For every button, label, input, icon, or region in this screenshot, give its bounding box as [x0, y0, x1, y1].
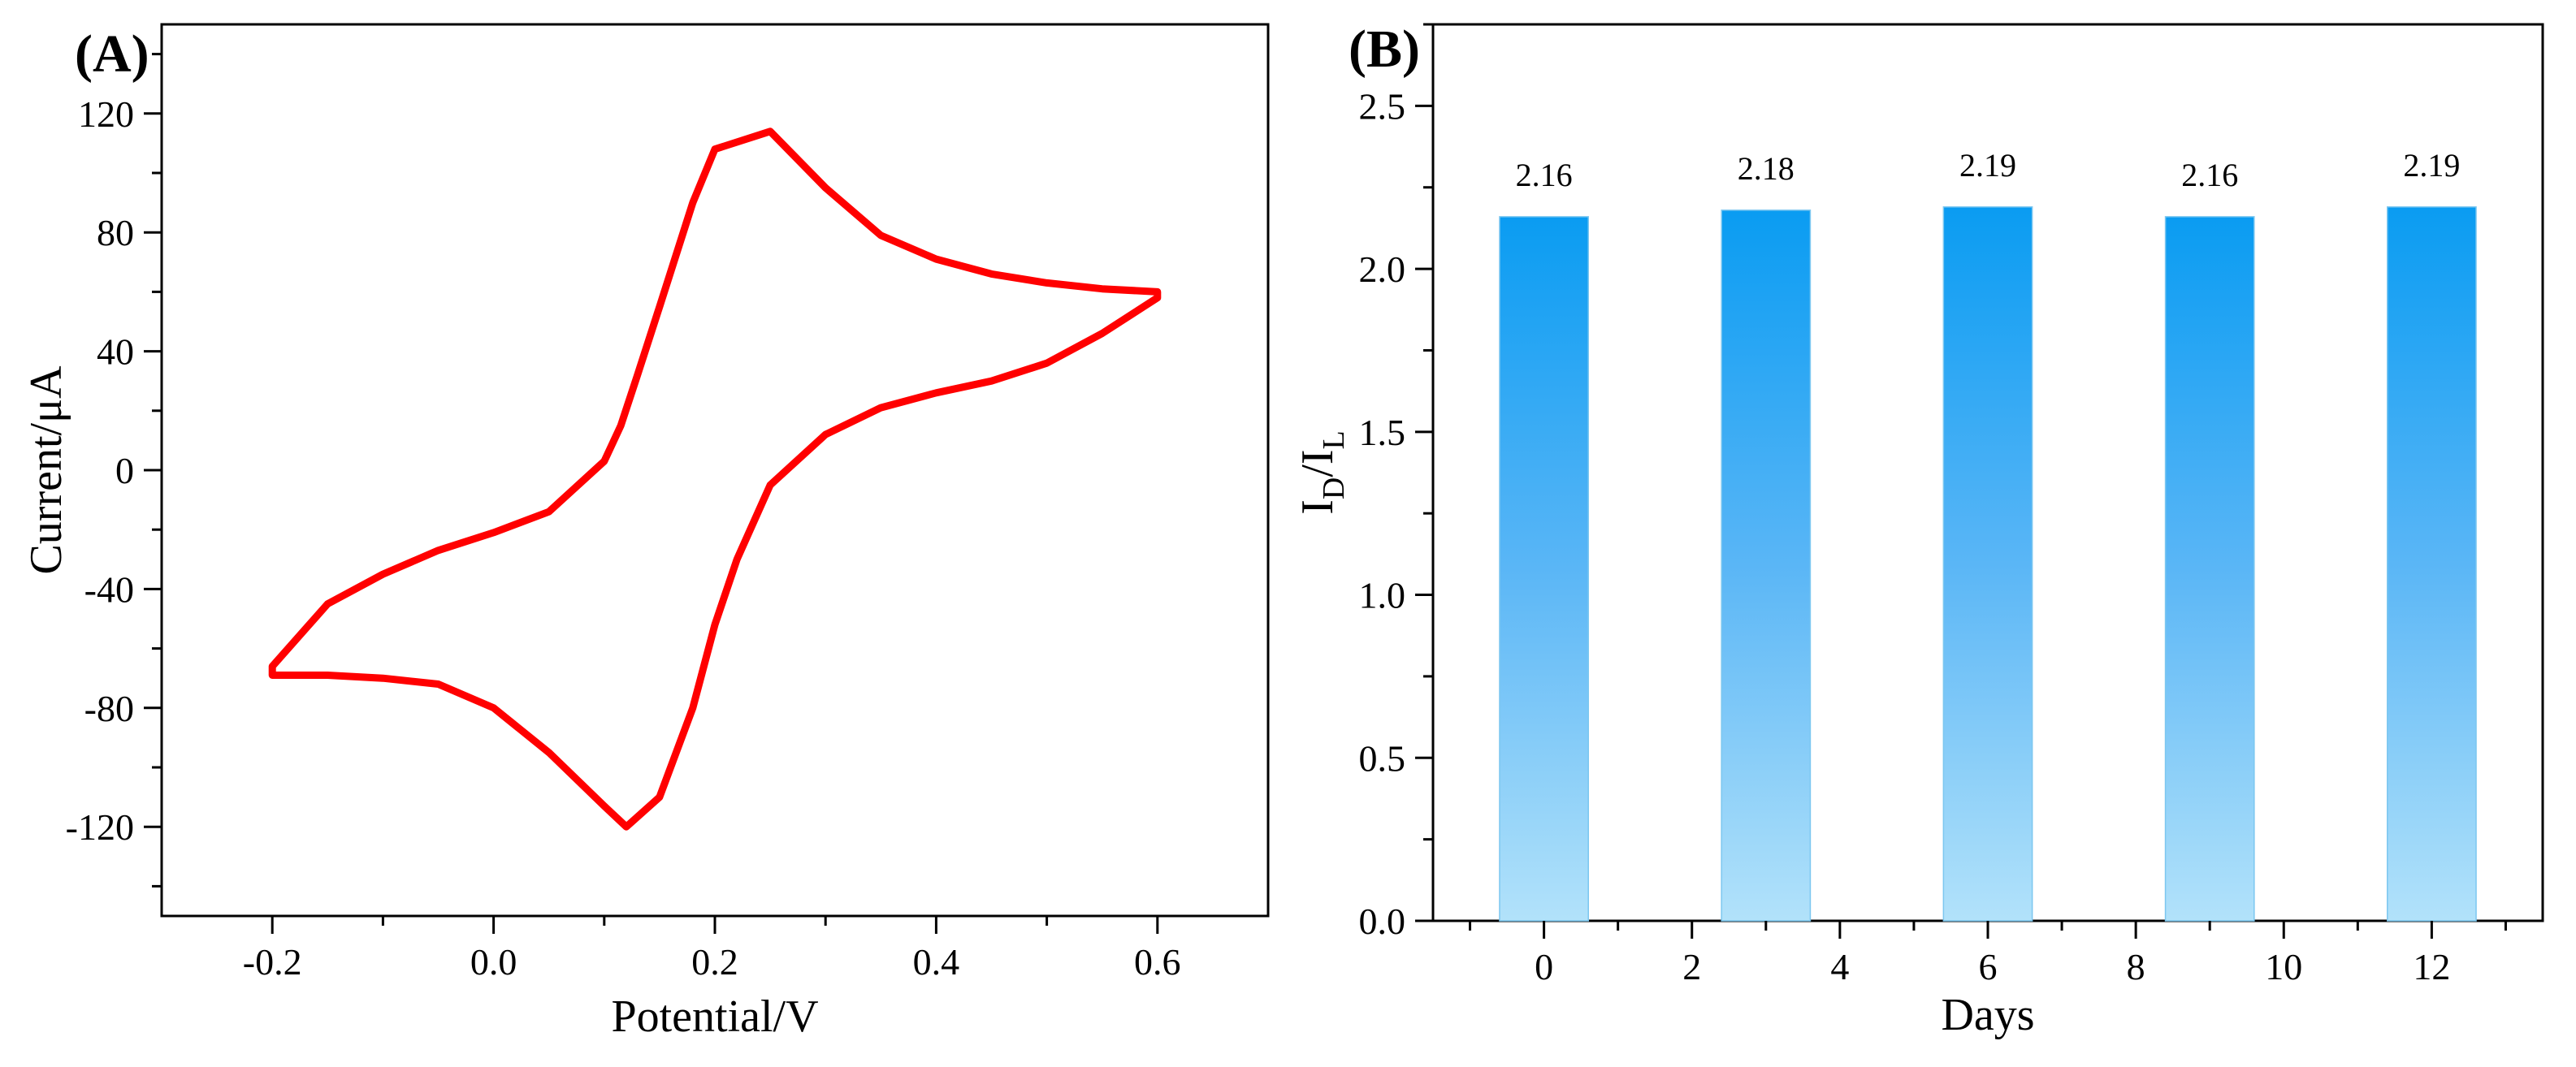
panel-b-y-tick-label: 0.0 [1359, 901, 1406, 942]
bar-value-label: 2.18 [1738, 150, 1795, 187]
bar-value-label: 2.19 [2403, 147, 2460, 184]
panel-b-x-tick-label: 6 [1979, 946, 1998, 987]
panel-b-x-axis-title: Days [1941, 990, 2034, 1040]
panel-a-y-tick-label: -120 [66, 806, 134, 848]
panel-b-x-tick-label: 2 [1682, 946, 1701, 987]
panel-a-cv-chart: (A) -0.2 0.0 0.2 0.4 0.6 12080400-40-80-120 … [21, 23, 1270, 1042]
bar [1499, 216, 1589, 922]
panel-a-x-tick-label: 0.0 [470, 941, 517, 983]
panel-b-y-tick-label: 1.0 [1359, 575, 1406, 616]
panel-a-y-tick-label: 40 [97, 331, 134, 373]
panel-b-x-tick-label: 12 [2413, 946, 2450, 987]
panel-b-y-tick-label: 2.0 [1359, 248, 1406, 290]
panel-a-y-axis-title: Current/μA [21, 365, 71, 575]
cv-curve [268, 127, 1162, 831]
panel-a-x-tick-label: 0.6 [1134, 941, 1181, 983]
panel-a-y-tick-label: 0 [115, 450, 134, 491]
bar [2387, 206, 2477, 922]
panel-a-x-tick-label: 0.2 [691, 941, 738, 983]
panel-b-bar-chart: (B) 2.16 2.18 2.19 2.16 2.19 0 2 4 6 8 10 12 0.0 0.… [1292, 19, 2544, 1040]
bar [2164, 216, 2255, 922]
panel-b-x-tick-label: 8 [2127, 946, 2145, 987]
bar [1721, 210, 1812, 922]
panel-a-y-tick-label: 120 [78, 93, 134, 135]
bar-value-label: 2.16 [2181, 157, 2238, 193]
panel-b-y-tick-label: 0.5 [1359, 737, 1406, 779]
panel-a-x-axis-title: Potential/V [611, 991, 818, 1042]
panel-a-x-tick-label: 0.4 [913, 941, 960, 983]
panel-b-x-tick-label: 10 [2265, 946, 2302, 987]
panel-b-y-axis-title: ID/IL [1292, 430, 1351, 515]
bar-value-label: 2.16 [1516, 157, 1573, 193]
panel-b-label: (B) [1349, 19, 1420, 79]
panel-a-y-tick-label: -40 [84, 568, 134, 610]
panel-b-x-tick-label: 4 [1830, 946, 1849, 987]
bar-value-label: 2.19 [1959, 147, 2016, 184]
panel-a-y-tick-label: -80 [84, 688, 134, 729]
bar [1942, 206, 2033, 922]
panel-b-y-tick-label: 1.5 [1359, 412, 1406, 453]
panel-a-x-tick-label: -0.2 [243, 941, 302, 983]
panel-a-label: (A) [75, 24, 149, 84]
panel-a-y-tick-label: 80 [97, 212, 134, 253]
panel-b-y-tick-label: 2.5 [1359, 85, 1406, 127]
panel-b-x-tick-label: 0 [1535, 946, 1553, 987]
